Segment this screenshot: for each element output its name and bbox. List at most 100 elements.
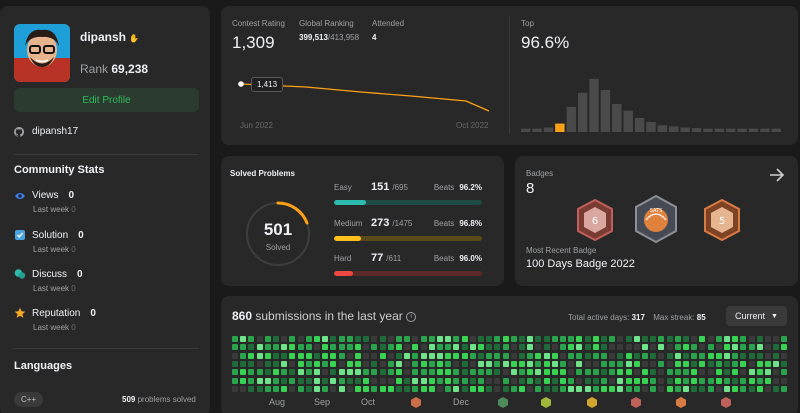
heatmap-cell (519, 336, 525, 342)
heatmap-cell (338, 352, 345, 359)
heatmap-cell (756, 360, 763, 367)
stat-sub-value: 0 (71, 323, 76, 332)
submissions-label: submissions in the last year (255, 309, 403, 323)
submissions-heading: 860 submissions in the last year i (232, 309, 417, 323)
heatmap-cell (461, 344, 468, 351)
rating-line-chart[interactable] (221, 6, 509, 145)
heatmap-cell (379, 336, 386, 342)
heatmap-cell (650, 336, 657, 342)
heatmap-cell (576, 352, 583, 359)
x-axis-start: Jun 2022 (240, 121, 273, 130)
heatmap-cell (527, 385, 534, 392)
heatmap-cell (756, 344, 763, 351)
edit-profile-button[interactable]: Edit Profile (14, 88, 199, 112)
language-count-suffix: problems solved (137, 395, 196, 404)
difficulty-name: Hard (334, 254, 352, 263)
rank-label: Rank (80, 62, 109, 76)
heatmap-cell (781, 336, 788, 342)
month-badge-icon (411, 397, 421, 408)
heatmap-cell (617, 360, 624, 367)
heatmap-cell (781, 344, 788, 351)
heatmap-cell (568, 360, 575, 367)
heatmap-cell (683, 369, 689, 376)
heatmap-cell (232, 369, 238, 376)
github-link[interactable]: dipansh17 (14, 126, 78, 137)
badge-icon[interactable]: 6 (575, 198, 615, 242)
heatmap-cell (322, 352, 329, 359)
heatmap-cell (404, 369, 411, 376)
heatmap-cell (330, 369, 337, 376)
heatmap-cell (322, 385, 329, 392)
heatmap-cell (420, 369, 427, 376)
heatmap-cell (502, 360, 509, 367)
wave-emoji-icon: ✋ (129, 34, 140, 43)
heatmap-cell (273, 385, 279, 392)
year-select[interactable]: Current ▼ (726, 306, 787, 326)
avatar[interactable] (14, 24, 70, 82)
heatmap-cell (346, 369, 353, 376)
heatmap-cell (633, 377, 640, 384)
difficulty-count: 77 (371, 252, 384, 264)
language-chip[interactable]: C++ (14, 392, 44, 407)
histogram-bar (691, 128, 702, 132)
heatmap-cell (748, 352, 755, 359)
heatmap-cell (674, 360, 681, 367)
heatmap-cell (387, 360, 394, 367)
heatmap-cell (297, 360, 304, 367)
stat-sub-label: Last week (33, 205, 70, 214)
difficulty-bar (334, 236, 482, 241)
heatmap-cell (256, 385, 263, 392)
submission-heatmap[interactable] (232, 336, 788, 394)
heatmap-cell (404, 352, 411, 359)
contest-rating-value: 1,309 (232, 33, 275, 52)
year-select-label: Current (735, 311, 766, 321)
heatmap-cell (428, 360, 435, 367)
heatmap-cell (535, 352, 542, 359)
heatmap-cell (633, 352, 640, 359)
heatmap-cell (683, 336, 689, 342)
attended-label: Attended (372, 19, 405, 28)
badge-icon[interactable]: 5 (702, 198, 742, 242)
rank-histogram[interactable] (521, 76, 791, 132)
histogram-bar (646, 121, 656, 132)
heatmap-cell (363, 385, 370, 392)
language-count-value: 509 (122, 395, 136, 404)
heatmap-cell (535, 336, 542, 342)
global-ranking-number: 399,513 (299, 33, 328, 42)
heatmap-cell (289, 336, 296, 342)
heatmap-cell (527, 369, 534, 376)
global-ranking-label: Global Ranking (299, 19, 354, 28)
heatmap-cell (650, 352, 657, 359)
month-badge-icon (631, 397, 641, 408)
heatmap-cell (314, 369, 320, 376)
solved-ring-progress (276, 201, 309, 225)
badge-icon[interactable]: SATS (633, 194, 679, 244)
heatmap-cell (592, 385, 599, 392)
heatmap-cell (691, 352, 698, 359)
heatmap-cell (281, 344, 288, 351)
heatmap-cell (592, 377, 599, 384)
histogram-bar (555, 123, 565, 132)
heatmap-cell (724, 336, 730, 342)
difficulty-bar-fill (334, 236, 362, 241)
heatmap-cell (428, 377, 435, 384)
heatmap-cell (535, 377, 542, 384)
heatmap-cell (486, 352, 493, 359)
heatmap-cell (510, 377, 517, 384)
heatmap-cell (773, 377, 780, 384)
heatmap-cell (568, 344, 575, 351)
heatmap-cell (625, 360, 632, 367)
arrow-right-icon[interactable] (769, 168, 785, 182)
heatmap-cell (445, 344, 452, 351)
difficulty-name: Medium (334, 219, 363, 228)
medium-row: Medium 273 /1475 Beats 96.8% (334, 217, 482, 241)
info-icon[interactable]: i (406, 311, 417, 322)
heatmap-cell (740, 352, 747, 359)
histogram-bar (521, 128, 531, 132)
heatmap-cell (248, 369, 255, 376)
heatmap-cell (510, 385, 517, 392)
heatmap-cell (273, 369, 279, 376)
heatmap-cell (642, 336, 648, 342)
heatmap-cell (387, 377, 394, 384)
heatmap-cell (281, 385, 288, 392)
